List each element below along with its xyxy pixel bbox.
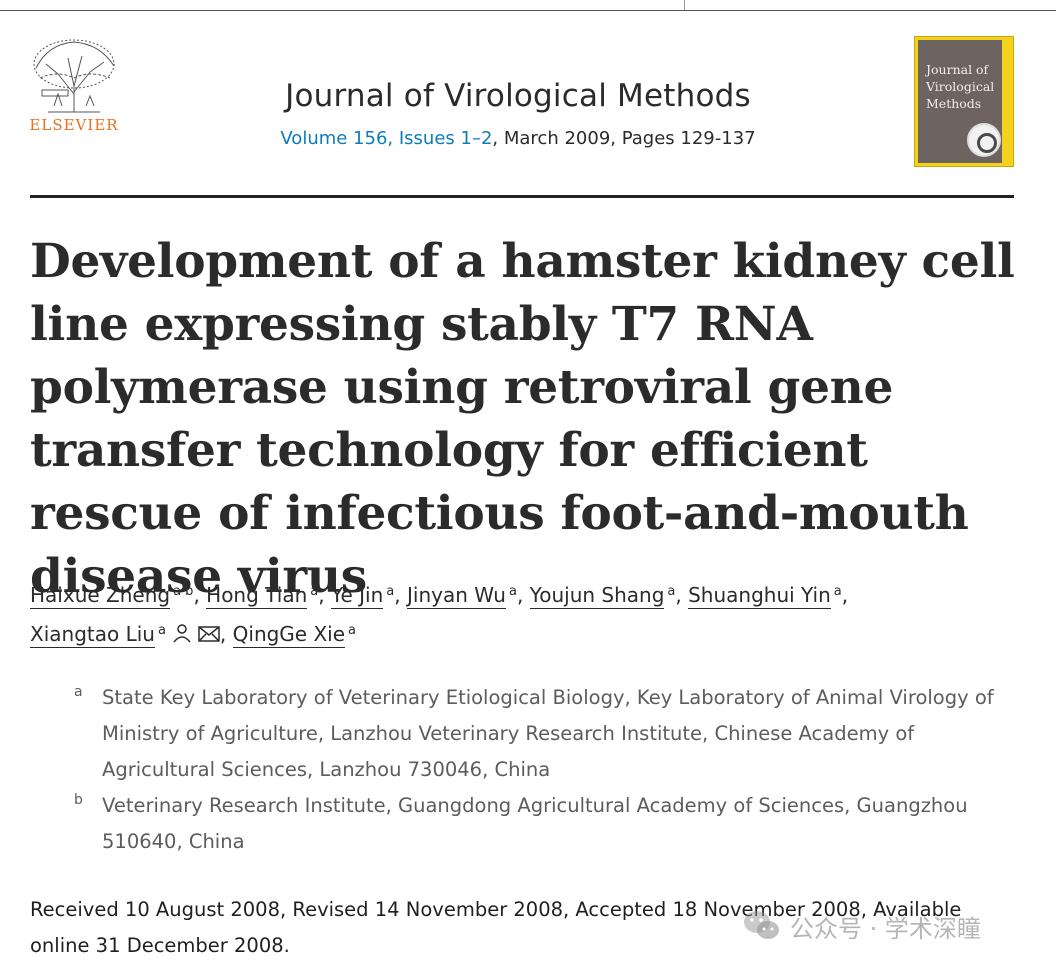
author-name[interactable]: Shuanghui Yin bbox=[688, 583, 831, 609]
author-name[interactable]: Youjun Shang bbox=[529, 583, 665, 609]
author-corresponding[interactable]: Xiangtao Liu a bbox=[30, 622, 220, 648]
author-name[interactable]: Xiangtao Liu bbox=[30, 622, 155, 648]
volume-link[interactable]: Volume 156, Issues 1–2 bbox=[280, 128, 493, 149]
journal-title[interactable]: Journal of Virological Methods bbox=[285, 78, 751, 114]
journal-cover-title: Journal of Virological Methods bbox=[926, 62, 995, 111]
author-name[interactable]: Hong Tian bbox=[206, 583, 308, 609]
journal-issue-details: , March 2009, Pages 129-137 bbox=[492, 128, 756, 149]
person-icon[interactable] bbox=[172, 623, 192, 643]
author[interactable]: QingGe Xie a bbox=[232, 622, 357, 648]
journal-cover[interactable]: Journal of Virological Methods bbox=[914, 36, 1014, 167]
journal-meta: Volume 156, Issues 1–2, March 2009, Page… bbox=[0, 128, 1036, 149]
author-affiliation-ref[interactable]: a bbox=[667, 584, 676, 599]
elsevier-wordmark[interactable]: ELSEVIER bbox=[29, 116, 119, 134]
affiliation-text: State Key Laboratory of Veterinary Etiol… bbox=[102, 686, 994, 781]
affiliation-label: a bbox=[74, 684, 83, 700]
author-affiliation-ref[interactable]: a bbox=[310, 584, 319, 599]
watermark: 公众号 · 学术深瞳 bbox=[742, 906, 981, 946]
watermark-text: 公众号 · 学术深瞳 bbox=[790, 914, 981, 943]
journal-cover-badge-icon bbox=[967, 123, 1001, 157]
author[interactable]: Hong Tian a bbox=[206, 583, 319, 609]
author[interactable]: Youjun Shang a bbox=[529, 583, 676, 609]
wechat-icon bbox=[744, 911, 779, 939]
author-name[interactable]: Jinyan Wu bbox=[406, 583, 506, 609]
author[interactable]: Ye Jin a bbox=[330, 583, 395, 609]
article-history: Received 10 August 2008, Revised 14 Nove… bbox=[30, 898, 962, 957]
author[interactable]: Shuanghui Yin a bbox=[688, 583, 842, 609]
author-affiliation-ref[interactable]: a bbox=[157, 623, 166, 638]
author[interactable]: Jinyan Wu a bbox=[406, 583, 517, 609]
article-title: Development of a hamster kidney cell lin… bbox=[30, 234, 1015, 604]
elsevier-tree-icon[interactable] bbox=[28, 34, 120, 134]
author-affiliation-ref[interactable]: a b bbox=[173, 584, 194, 599]
author-name[interactable]: Haixue Zheng bbox=[30, 583, 171, 609]
author[interactable]: Haixue Zheng a b bbox=[30, 583, 194, 609]
header-rule bbox=[30, 195, 1014, 198]
author-affiliation-ref[interactable]: a bbox=[833, 584, 842, 599]
affiliation-text: Veterinary Research Institute, Guangdong… bbox=[102, 794, 968, 853]
affiliation-list: a State Key Laboratory of Veterinary Eti… bbox=[74, 680, 1024, 860]
author-name[interactable]: Ye Jin bbox=[330, 583, 384, 609]
top-border bbox=[0, 10, 1056, 11]
author-affiliation-ref[interactable]: a bbox=[386, 584, 395, 599]
envelope-icon[interactable] bbox=[198, 625, 220, 643]
affiliation: a State Key Laboratory of Veterinary Eti… bbox=[74, 680, 1024, 788]
author-list: Haixue Zheng a b, Hong Tian a, Ye Jin a, Ji… bbox=[30, 583, 849, 648]
top-border-tick bbox=[684, 0, 685, 10]
affiliation: b Veterinary Research Institute, Guangdo… bbox=[74, 788, 1024, 860]
author-name[interactable]: QingGe Xie bbox=[232, 622, 346, 648]
author-affiliation-ref[interactable]: a bbox=[348, 623, 357, 638]
affiliation-label: b bbox=[74, 792, 83, 808]
author-affiliation-ref[interactable]: a bbox=[508, 584, 517, 599]
